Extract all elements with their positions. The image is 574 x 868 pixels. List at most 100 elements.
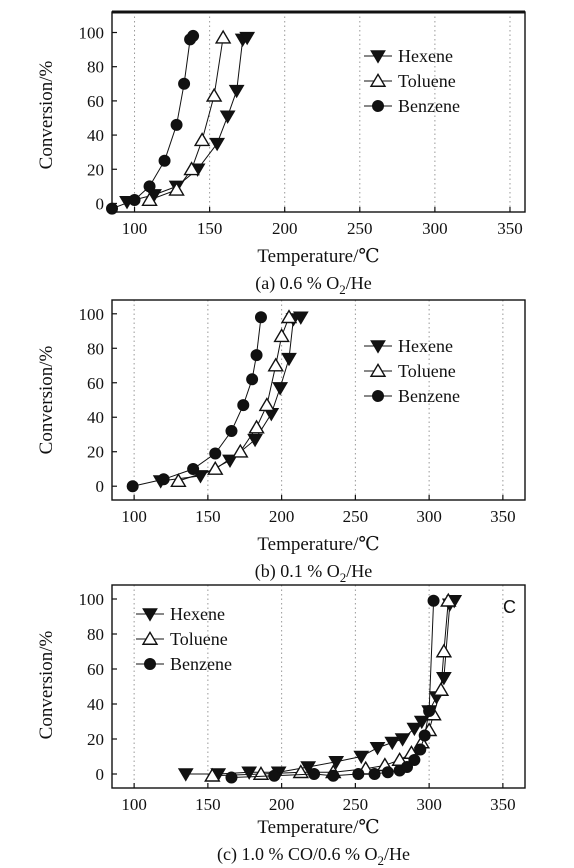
y-tick-label: 40 xyxy=(87,695,104,714)
series-benzene-point xyxy=(423,705,436,717)
legend-marker-toluene xyxy=(141,630,159,645)
caption-suffix: /He xyxy=(346,273,372,293)
series-toluene-point xyxy=(273,328,290,343)
y-axis-title: Conversion/% xyxy=(36,345,57,454)
series-toluene-point xyxy=(267,357,284,372)
series-benzene-point xyxy=(170,118,183,131)
series-benzene-point xyxy=(268,769,281,782)
x-tick-label: 250 xyxy=(347,219,373,238)
x-tick-label: 100 xyxy=(121,507,147,526)
series-hexene-point xyxy=(394,733,411,747)
series-hexene-point xyxy=(300,761,317,775)
panel-caption: (c) 1.0 % CO/0.6 % O2/He xyxy=(217,844,410,868)
series-benzene-point xyxy=(401,761,413,773)
series-toluene-point xyxy=(248,419,265,434)
series-hexene-point xyxy=(281,352,297,367)
series-hexene-point xyxy=(328,756,345,770)
y-axis-title: Conversion/% xyxy=(36,60,57,169)
y-tick-label: 20 xyxy=(87,160,104,179)
series-hexene-point xyxy=(406,722,423,737)
series-toluene-point xyxy=(141,192,158,206)
x-tick-label: 350 xyxy=(497,219,523,238)
series-benzene-point xyxy=(237,399,250,412)
x-axis-title: Temperature/℃ xyxy=(257,534,379,555)
series-hexene-point xyxy=(228,84,245,99)
x-tick-label: 100 xyxy=(122,219,148,238)
legend-marker-toluene xyxy=(369,362,387,377)
y-tick-label: 80 xyxy=(87,339,104,358)
x-tick-label: 200 xyxy=(269,795,295,814)
series-hexene-point xyxy=(272,382,289,396)
series-hexene-point xyxy=(219,110,236,124)
x-tick-label: 100 xyxy=(121,795,147,814)
series-benzene-point xyxy=(254,311,267,324)
y-tick-label: 20 xyxy=(87,443,104,462)
y-tick-label: 100 xyxy=(79,590,105,609)
series-benzene-point xyxy=(408,754,421,766)
caption-subscript: 2 xyxy=(339,282,346,297)
legend-label-benzene: Benzene xyxy=(398,386,460,406)
x-tick-label: 300 xyxy=(416,795,442,814)
series-benzene-point xyxy=(158,154,171,167)
series-hexene-point xyxy=(177,768,194,782)
y-tick-label: 60 xyxy=(87,92,104,111)
plot-frame xyxy=(111,584,526,789)
series-benzene-point xyxy=(418,729,431,742)
series-benzene-point xyxy=(209,447,222,460)
caption-subscript: 2 xyxy=(377,853,384,868)
series-hexene-point xyxy=(247,433,263,448)
series-benzene-point xyxy=(178,77,191,90)
series-toluene-point xyxy=(258,397,276,412)
series-hexene-point xyxy=(353,750,370,765)
y-tick-label: 0 xyxy=(96,194,105,213)
series-toluene-point xyxy=(168,181,185,196)
legend-marker-hexene xyxy=(142,608,158,622)
legend-label-hexene: Hexene xyxy=(170,604,225,624)
series-benzene-point xyxy=(427,594,440,607)
x-tick-label: 350 xyxy=(490,507,516,526)
series-benzene-point xyxy=(250,349,263,362)
series-toluene-point xyxy=(440,592,457,607)
x-tick-label: 200 xyxy=(272,219,298,238)
series-toluene-line xyxy=(149,37,224,201)
chart-panel-b: 100 150 200 250 300 350 0 20 40 60 80 100 Temperatur… xyxy=(36,299,526,585)
x-tick-label: 200 xyxy=(269,507,295,526)
x-tick-label: 300 xyxy=(416,507,442,526)
series-benzene-line xyxy=(231,600,435,778)
y-tick-label: 80 xyxy=(87,58,104,77)
y-tick-label: 40 xyxy=(87,126,104,145)
series-hexene-point xyxy=(436,672,452,686)
series-benzene-point xyxy=(414,743,427,756)
plot-frame xyxy=(111,299,526,501)
series-hexene-point xyxy=(192,470,209,484)
y-tick-label: 40 xyxy=(87,408,104,427)
y-tick-label: 0 xyxy=(96,765,105,784)
legend-label-toluene: Toluene xyxy=(398,361,456,381)
x-axis-title: Temperature/℃ xyxy=(257,246,379,267)
legend-label-benzene: Benzene xyxy=(398,96,460,116)
x-tick-label: 250 xyxy=(343,507,369,526)
series-toluene-point xyxy=(204,767,221,782)
y-tick-label: 60 xyxy=(87,660,104,679)
series-toluene-point xyxy=(435,643,453,658)
plot-area xyxy=(126,309,309,493)
series-benzene-point xyxy=(187,29,200,42)
series-hexene-point xyxy=(413,715,430,730)
series-hexene-point xyxy=(241,766,258,780)
series-hexene-point xyxy=(384,736,401,751)
series-hexene-point xyxy=(292,311,309,325)
series-toluene-point xyxy=(280,309,298,324)
series-benzene-point xyxy=(246,373,259,386)
caption-main: (b) 0.1 % O xyxy=(255,561,340,582)
chart-panel-a: 100 150 200 250 300 350 0 20 40 60 80 100 Temperatur… xyxy=(36,10,526,297)
y-tick-label: 100 xyxy=(79,305,105,324)
legend-label-toluene: Toluene xyxy=(398,71,456,91)
caption-suffix: /He xyxy=(384,844,410,864)
series-benzene-point xyxy=(368,768,381,780)
series-benzene-point xyxy=(128,194,141,207)
series-benzene-point xyxy=(327,769,340,782)
y-tick-label: 20 xyxy=(87,730,104,749)
series-benzene-point xyxy=(352,768,365,780)
series-benzene-point xyxy=(143,180,156,193)
legend-marker-benzene xyxy=(372,390,384,402)
